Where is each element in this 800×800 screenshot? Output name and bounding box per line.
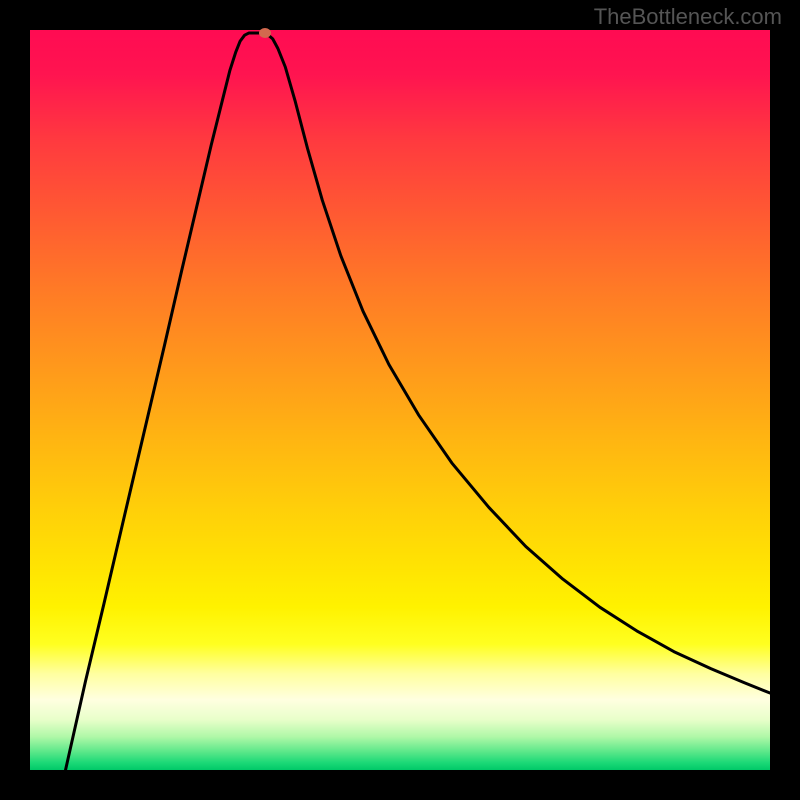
plot-area	[30, 30, 770, 770]
watermark-text: TheBottleneck.com	[594, 4, 782, 30]
curve-layer	[30, 30, 770, 770]
curve-path	[66, 33, 770, 770]
bottleneck-marker	[259, 28, 271, 38]
